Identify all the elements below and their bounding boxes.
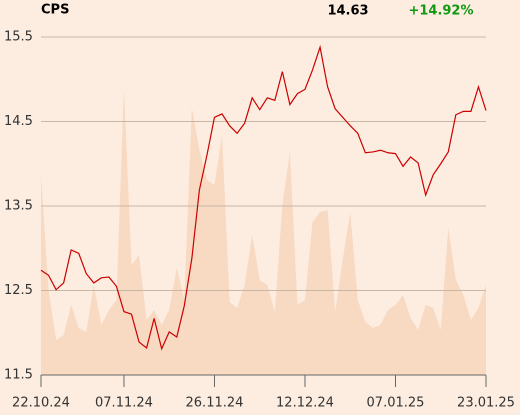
y-tick-label: 11.5 (4, 368, 33, 383)
y-tick-label: 13.5 (4, 199, 33, 214)
x-tick-label: 12.12.24 (276, 396, 334, 411)
x-tick-label: 07.01.25 (367, 396, 425, 411)
y-tick-label: 14.5 (4, 114, 33, 129)
volume-area (41, 88, 486, 375)
price-change: +14.92% (408, 4, 473, 19)
chart-title: CPS (41, 3, 69, 18)
x-tick-label: 22.10.24 (12, 396, 70, 411)
last-price: 14.63 (327, 4, 368, 19)
x-tick-label: 26.11.24 (186, 396, 244, 411)
x-tick-label: 23.01.25 (457, 396, 515, 411)
x-tick-label: 07.11.24 (95, 396, 153, 411)
y-tick-label: 15.5 (4, 30, 33, 45)
price-line (40, 44, 487, 351)
y-tick-label: 12.5 (4, 283, 33, 298)
